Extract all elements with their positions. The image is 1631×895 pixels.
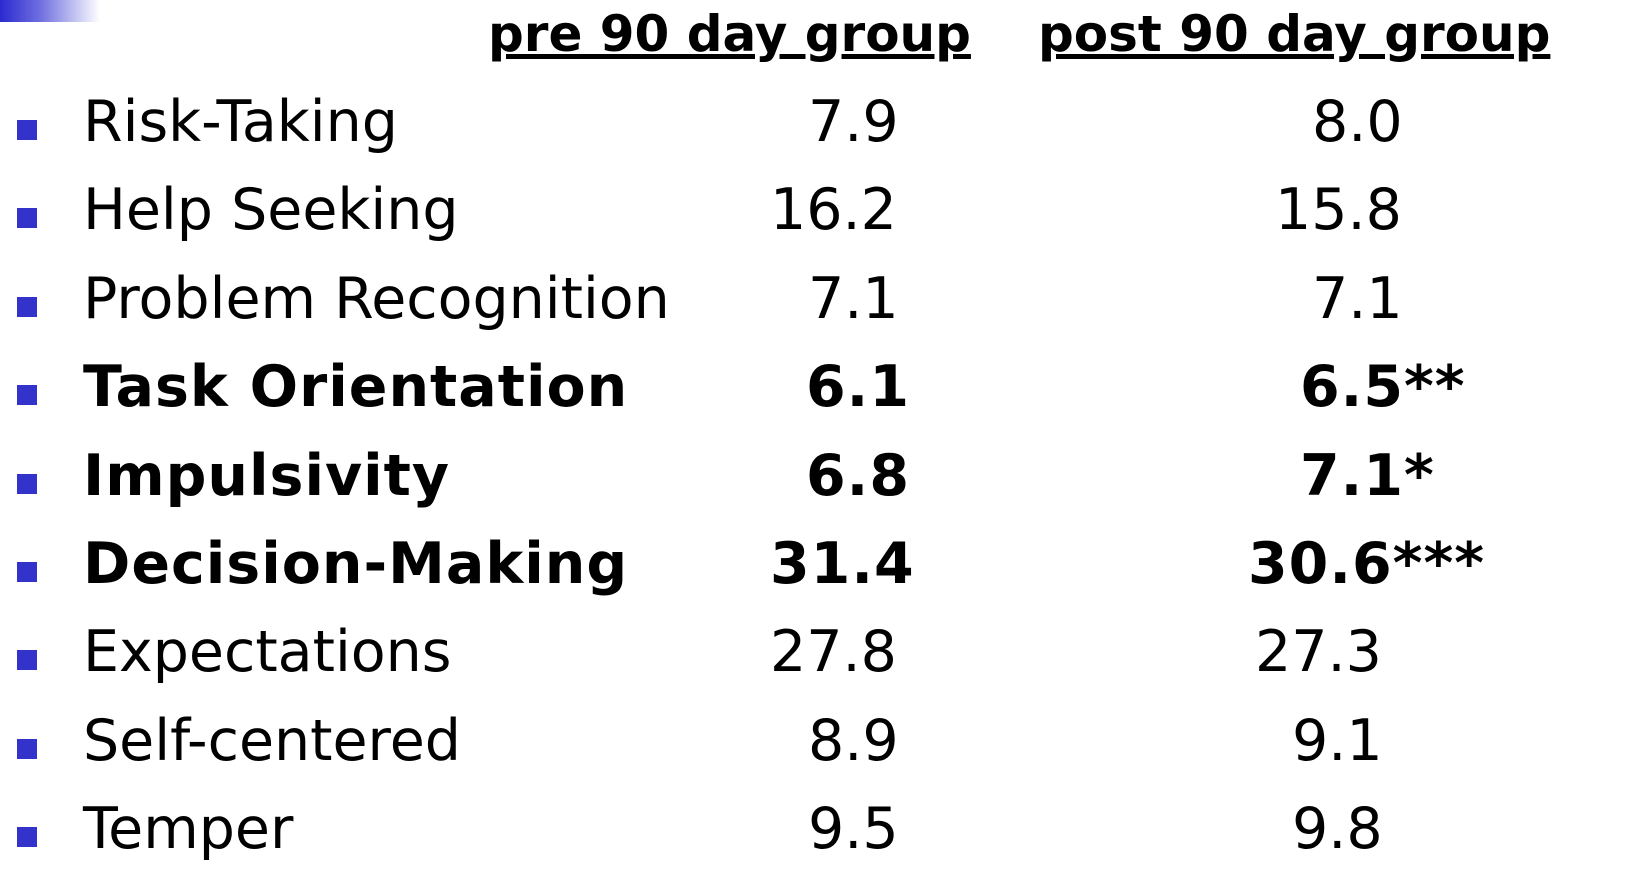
column-header: pre 90 day group [488, 5, 971, 63]
row-label: Impulsivity [83, 442, 451, 509]
post-value: 15.8 [1275, 177, 1402, 244]
pre-value: 31.4 [770, 531, 915, 597]
bullet [17, 650, 37, 671]
post-value: 6.5** [1300, 354, 1466, 421]
row-label: Help Seeking [83, 177, 459, 244]
bullet [17, 120, 37, 140]
row-label: Self-centered [83, 707, 461, 774]
bullet [17, 296, 37, 317]
column-header: post 90 day group [1038, 5, 1551, 63]
pre-value: 7.9 [808, 89, 899, 155]
post-value: 8.0 [1312, 89, 1403, 155]
row-label: Temper [83, 796, 294, 863]
post-value: 27.3 [1255, 619, 1382, 686]
bullet [17, 562, 37, 582]
pre-value: 6.8 [806, 442, 910, 509]
pre-value: 6.1 [806, 354, 910, 421]
row-label: Task Orientation [83, 354, 629, 421]
row-label: Decision-Making [83, 531, 629, 597]
bullet [17, 385, 37, 406]
corner-decoration [0, 0, 100, 22]
post-value: 7.1* [1300, 442, 1435, 509]
pre-value: 7.1 [808, 265, 899, 332]
pre-value: 8.9 [808, 707, 899, 774]
post-value: 9.8 [1292, 796, 1383, 863]
post-value: 7.1 [1312, 265, 1403, 332]
post-value: 9.1 [1292, 707, 1383, 774]
row-label: Risk-Taking [83, 89, 398, 155]
bullet [17, 473, 37, 494]
pre-value: 27.8 [770, 619, 897, 686]
pre-value: 16.2 [770, 177, 897, 244]
bullet [17, 208, 37, 229]
pre-value: 9.5 [808, 796, 899, 863]
bullet [17, 738, 37, 759]
row-label: Expectations [83, 619, 452, 686]
bullet [17, 827, 37, 848]
post-value: 30.6*** [1248, 531, 1486, 597]
row-label: Problem Recognition [83, 265, 670, 332]
